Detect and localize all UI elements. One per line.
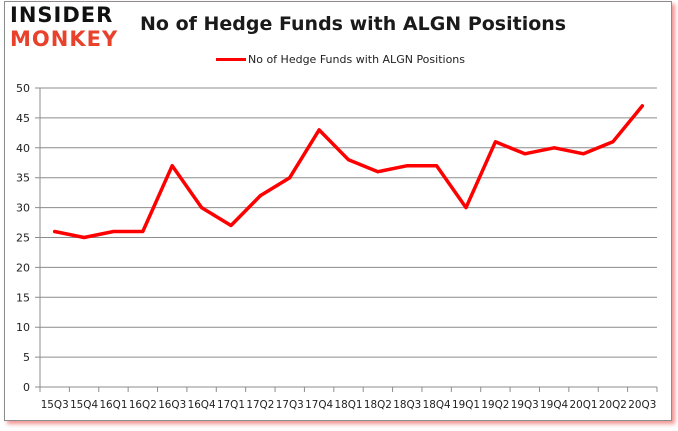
- y-tick-label: 10: [16, 321, 30, 334]
- series-line: [55, 106, 643, 238]
- gridlines: [35, 88, 657, 387]
- y-tick-label: 20: [16, 261, 30, 274]
- x-tick-label: 17Q3: [276, 398, 304, 411]
- x-tick-label: 20Q2: [599, 398, 627, 411]
- y-tick-label: 0: [23, 381, 30, 394]
- x-tick-label: 16Q2: [129, 398, 157, 411]
- x-tick-label: 18Q2: [364, 398, 392, 411]
- x-tick-label: 16Q1: [99, 398, 127, 411]
- x-tick-label: 18Q4: [423, 398, 451, 411]
- line-chart-plot: 05101520253035404550 15Q315Q416Q116Q216Q…: [0, 0, 678, 431]
- y-tick-label: 40: [16, 142, 30, 155]
- x-tick-label: 15Q4: [70, 398, 98, 411]
- x-tick-label: 19Q2: [481, 398, 509, 411]
- x-tick-label: 16Q4: [188, 398, 216, 411]
- y-tick-label: 50: [16, 82, 30, 95]
- x-tick-label: 18Q3: [393, 398, 421, 411]
- x-tick-label: 17Q1: [217, 398, 245, 411]
- x-tick-label: 16Q3: [158, 398, 186, 411]
- x-tick-label: 17Q4: [305, 398, 333, 411]
- x-axis: 15Q315Q416Q116Q216Q316Q417Q117Q217Q317Q4…: [40, 387, 657, 411]
- y-tick-label: 15: [16, 291, 30, 304]
- x-tick-label: 18Q1: [335, 398, 363, 411]
- y-tick-label: 35: [16, 172, 30, 185]
- x-tick-label: 20Q3: [628, 398, 656, 411]
- x-tick-label: 19Q4: [540, 398, 568, 411]
- y-tick-label: 45: [16, 112, 30, 125]
- y-tick-label: 5: [23, 351, 30, 364]
- x-tick-label: 20Q1: [570, 398, 598, 411]
- y-tick-label: 25: [16, 232, 30, 245]
- x-tick-label: 19Q3: [511, 398, 539, 411]
- x-tick-label: 15Q3: [41, 398, 69, 411]
- y-tick-label: 30: [16, 202, 30, 215]
- x-tick-label: 17Q2: [246, 398, 274, 411]
- x-tick-label: 19Q1: [452, 398, 480, 411]
